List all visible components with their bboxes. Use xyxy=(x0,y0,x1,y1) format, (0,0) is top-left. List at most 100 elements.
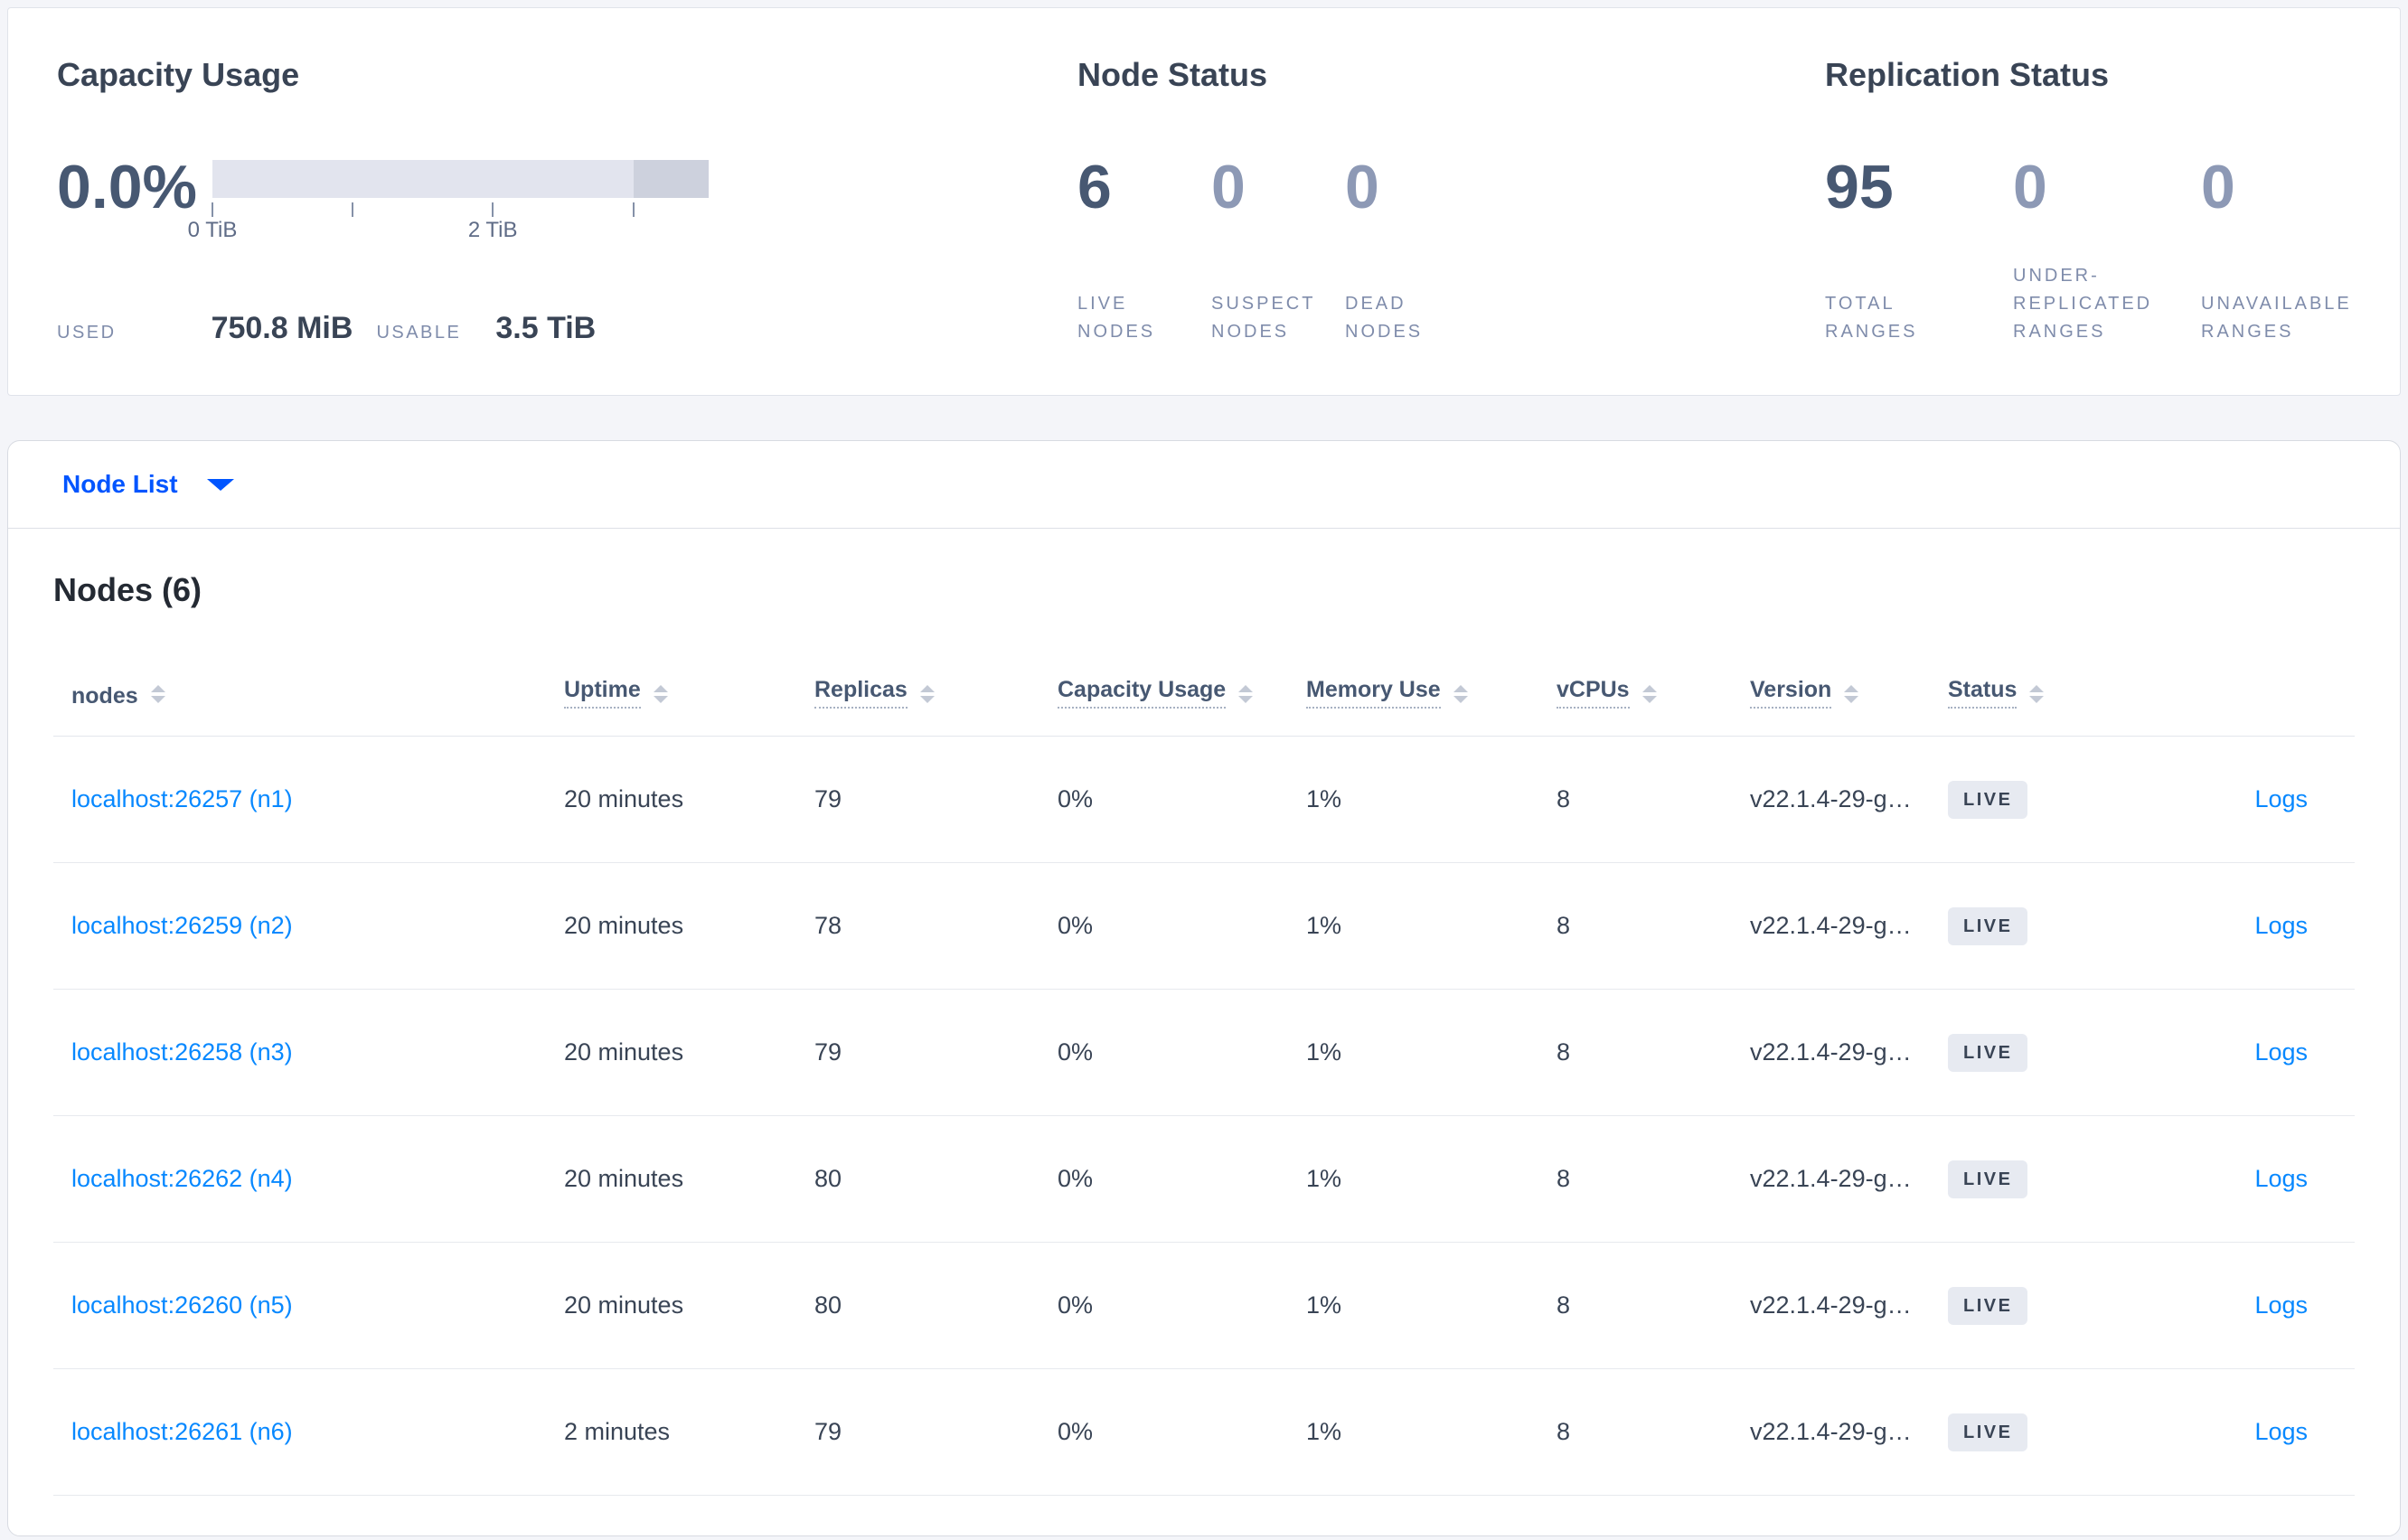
stat-value: 0 xyxy=(2201,153,2235,221)
logs-link[interactable]: Logs xyxy=(2254,912,2308,939)
vcpus-cell: 8 xyxy=(1557,1038,1571,1066)
nodes-table: nodes Uptime Replicas Capacity Usage Memory … xyxy=(53,612,2355,1496)
column-header-label: Replicas xyxy=(814,677,908,709)
capacity-usage-cell: 0% xyxy=(1058,912,1094,939)
node-link[interactable]: localhost:26260 (n5) xyxy=(71,1291,293,1319)
sort-icon xyxy=(653,685,668,703)
axis-tick xyxy=(212,202,213,217)
table-row: localhost:26259 (n2) 20 minutes 78 0% 1% 8 v22… xyxy=(53,863,2355,990)
column-header-replicas[interactable]: Replicas xyxy=(814,612,1058,736)
version-cell: v22.1.4-29-g… xyxy=(1750,785,1912,812)
nodes-table-header: nodes Uptime Replicas Capacity Usage Memory … xyxy=(53,612,2355,737)
column-header-nodes[interactable]: nodes xyxy=(53,612,564,736)
stat-column: 0 DEAD NODES xyxy=(1345,153,1455,346)
capacity-used-percent: 0.0% xyxy=(57,153,197,221)
stat-column: 0 UNAVAILABLE RANGES xyxy=(2201,153,2366,346)
column-header-uptime[interactable]: Uptime xyxy=(564,612,814,736)
node-link[interactable]: localhost:26258 (n3) xyxy=(71,1038,293,1066)
column-header-capacity-usage[interactable]: Capacity Usage xyxy=(1058,612,1306,736)
node-cell: localhost:26262 (n4) xyxy=(53,1116,564,1242)
memory-use-cell: 1% xyxy=(1306,785,1342,812)
version-cell: v22.1.4-29-g… xyxy=(1750,1291,1912,1319)
node-status-section: Node Status 6 LIVE NODES 0 SUSPECT NODES 0 DE… xyxy=(1077,55,1825,346)
status-badge: LIVE xyxy=(1948,1413,2028,1451)
used-value: 750.8 MiB xyxy=(211,311,353,345)
logs-link[interactable]: Logs xyxy=(2254,1038,2308,1066)
column-header-label: Capacity Usage xyxy=(1058,677,1227,709)
capacity-usage-section: Capacity Usage 0.0% 0 TiB 2 TiB USED 750.… xyxy=(57,55,1077,346)
capacity-usage-cell: 0% xyxy=(1058,785,1094,812)
stat-column: 6 LIVE NODES xyxy=(1077,153,1188,346)
node-list-content: Nodes (6) nodes Uptime Replicas Capacity Us… xyxy=(8,568,2400,1496)
memory-use-cell: 1% xyxy=(1306,1418,1342,1445)
version-cell: v22.1.4-29-g… xyxy=(1750,912,1912,939)
uptime-cell: 2 minutes xyxy=(564,1418,671,1445)
logs-link[interactable]: Logs xyxy=(2254,785,2308,812)
version-cell: v22.1.4-29-g… xyxy=(1750,1038,1912,1066)
uptime-cell: 20 minutes xyxy=(564,785,684,812)
replicas-cell: 80 xyxy=(814,1291,842,1319)
replicas-cell: 79 xyxy=(814,1418,842,1445)
status-cell: LIVE xyxy=(1948,1369,2165,1495)
node-link[interactable]: localhost:26257 (n1) xyxy=(71,785,293,812)
column-header-status[interactable]: Status xyxy=(1948,612,2165,736)
capacity-bar-dark-segment xyxy=(633,160,709,198)
column-header-label: vCPUs xyxy=(1557,677,1630,709)
logs-link[interactable]: Logs xyxy=(2254,1165,2308,1192)
version-cell: v22.1.4-29-g… xyxy=(1750,1165,1912,1192)
logs-cell: Logs xyxy=(2165,863,2355,989)
stat-value: 0 xyxy=(2013,153,2047,221)
sort-icon xyxy=(150,685,165,703)
axis-tick xyxy=(351,202,353,217)
capacity-usage-title: Capacity Usage xyxy=(57,56,300,93)
axis-tick-label: 2 TiB xyxy=(467,218,518,242)
memory-use-cell: 1% xyxy=(1306,1038,1342,1066)
logs-cell: Logs xyxy=(2165,1116,2355,1242)
status-cell: LIVE xyxy=(1948,1116,2165,1242)
uptime-cell: 20 minutes xyxy=(564,912,684,939)
stat-value: 0 xyxy=(1345,153,1379,221)
stat-column: 0 UNDER-REPLICATED RANGES xyxy=(2013,153,2178,346)
replication-status-section: Replication Status 95 TOTAL RANGES 0 UNDER-… xyxy=(1825,55,2366,346)
sort-icon xyxy=(1844,685,1859,703)
column-header-logs xyxy=(2165,612,2355,736)
node-list-dropdown[interactable]: Node List xyxy=(62,470,234,499)
status-cell: LIVE xyxy=(1948,737,2165,862)
node-link[interactable]: localhost:26261 (n6) xyxy=(71,1418,293,1445)
node-cell: localhost:26260 (n5) xyxy=(53,1243,564,1368)
vcpus-cell: 8 xyxy=(1557,785,1571,812)
usable-label: USABLE xyxy=(376,323,462,343)
logs-link[interactable]: Logs xyxy=(2254,1291,2308,1319)
logs-link[interactable]: Logs xyxy=(2254,1418,2308,1445)
replicas-cell: 79 xyxy=(814,1038,842,1066)
capacity-usage-summary: USED 750.8 MiB USABLE 3.5 TiB xyxy=(57,311,1077,346)
status-cell: LIVE xyxy=(1948,1243,2165,1368)
node-list-dropdown-label: Node List xyxy=(62,470,178,498)
node-list-header-bar: Node List xyxy=(8,441,2400,529)
logs-cell: Logs xyxy=(2165,990,2355,1115)
nodes-table-body: localhost:26257 (n1) 20 minutes 79 0% 1% 8 v22… xyxy=(53,737,2355,1496)
column-header-vcpus[interactable]: vCPUs xyxy=(1557,612,1750,736)
node-link[interactable]: localhost:26259 (n2) xyxy=(71,912,293,939)
column-header-version[interactable]: Version xyxy=(1750,612,1948,736)
replication-status-stats: 95 TOTAL RANGES 0 UNDER-REPLICATED RANGES 0 U… xyxy=(1825,153,2366,346)
sort-icon xyxy=(2029,685,2045,703)
node-cell: localhost:26261 (n6) xyxy=(53,1369,564,1495)
replicas-cell: 79 xyxy=(814,785,842,812)
node-link[interactable]: localhost:26262 (n4) xyxy=(71,1165,293,1192)
vcpus-cell: 8 xyxy=(1557,1165,1571,1192)
node-cell: localhost:26259 (n2) xyxy=(53,863,564,989)
stat-label: UNAVAILABLE RANGES xyxy=(2201,294,2352,342)
column-header-label: nodes xyxy=(71,683,138,709)
stat-label: UNDER-REPLICATED RANGES xyxy=(2013,266,2153,342)
table-row: localhost:26257 (n1) 20 minutes 79 0% 1% 8 v22… xyxy=(53,737,2355,863)
status-badge: LIVE xyxy=(1948,1286,2028,1325)
status-badge: LIVE xyxy=(1948,780,2028,819)
capacity-usage-cell: 0% xyxy=(1058,1418,1094,1445)
column-header-memory-use[interactable]: Memory Use xyxy=(1306,612,1557,736)
logs-cell: Logs xyxy=(2165,1369,2355,1495)
status-cell: LIVE xyxy=(1948,863,2165,989)
sort-icon xyxy=(1641,685,1657,703)
capacity-bar-chart: 0.0% 0 TiB 2 TiB xyxy=(57,153,1077,245)
